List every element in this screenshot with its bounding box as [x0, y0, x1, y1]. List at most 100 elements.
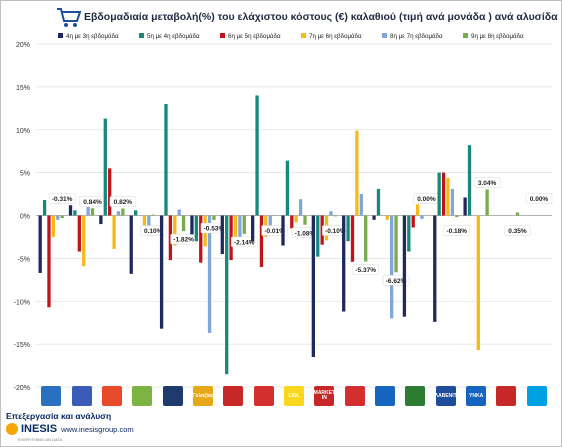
- bar: [294, 215, 298, 223]
- data-label-box: [504, 225, 531, 236]
- store-logo: [41, 386, 62, 406]
- bar: [350, 215, 355, 262]
- bar: [86, 206, 90, 216]
- bar: [238, 215, 242, 246]
- bar: [268, 215, 272, 233]
- store-logo: [162, 386, 183, 406]
- bar: [515, 212, 520, 216]
- data-label: -0.31%: [52, 196, 73, 203]
- bar: [303, 215, 307, 225]
- data-label: -0.10%: [325, 228, 346, 235]
- bar: [437, 172, 441, 216]
- data-label: -6.62%: [386, 278, 407, 285]
- bar: [190, 215, 194, 235]
- bar: [463, 197, 467, 216]
- legend-label: 8η με 7η εβδομάδα: [390, 33, 443, 40]
- bar: [446, 177, 450, 216]
- store-logo: LIDL: [284, 386, 304, 406]
- bar: [407, 215, 411, 252]
- data-label: 0.35%: [508, 228, 527, 235]
- legend-swatch: [382, 33, 387, 38]
- data-label: -2.14%: [234, 239, 255, 246]
- bar: [402, 215, 407, 317]
- brand-name: INESIS: [21, 423, 58, 435]
- footer-brand: INESIS www.inesisgroup.com: [6, 423, 134, 435]
- data-label-box: [473, 177, 501, 188]
- bar: [99, 215, 103, 225]
- store-logo: [375, 386, 396, 406]
- bar: [342, 215, 346, 312]
- bar: [450, 188, 455, 216]
- inesis-logo-icon: [6, 423, 18, 435]
- store-logo-label: ΣΚΛΑΒΕΝΙΤΗΣ: [428, 392, 464, 399]
- bar: [121, 208, 125, 216]
- store-logo-label: MARKET IN: [313, 390, 336, 401]
- y-tick-label: 0%: [20, 214, 30, 221]
- bar: [159, 215, 164, 329]
- store-logo: [71, 386, 92, 406]
- legend-swatch: [301, 33, 306, 38]
- bar: [311, 215, 316, 357]
- store-logo: [132, 386, 153, 406]
- data-label: 0.00%: [530, 196, 549, 203]
- legend-swatch: [220, 33, 225, 38]
- data-label: -0.18%: [446, 228, 467, 235]
- bar: [272, 215, 277, 216]
- data-label: 0.82%: [114, 199, 133, 206]
- brand-url[interactable]: www.inesisgroup.com: [61, 424, 134, 434]
- bar: [242, 215, 246, 234]
- bar: [281, 215, 285, 246]
- y-tick-label: 20%: [16, 42, 30, 49]
- bar: [129, 215, 133, 274]
- data-label: -1.08%: [295, 230, 316, 237]
- bar: [116, 211, 121, 216]
- store-logo: ΣΚΛΑΒΕΝΙΤΗΣ: [428, 386, 463, 406]
- data-label-box: [109, 196, 137, 207]
- data-label: -1.82%: [173, 237, 194, 244]
- bar: [225, 215, 229, 375]
- legend-swatch: [139, 33, 144, 38]
- data-label: 0.84%: [83, 199, 102, 206]
- bar: [390, 215, 394, 319]
- bar: [181, 215, 186, 232]
- bar: [42, 200, 47, 216]
- data-label-box: [443, 225, 470, 236]
- store-logos-row: Γαλαξίας LIDL MARKET IN ΣΚΛΑΒΕΝΙΤΗΣ ΥΝΚΑ: [0, 386, 562, 408]
- store-logo-label: LIDL: [288, 392, 300, 399]
- bar: [38, 215, 42, 273]
- data-label: -5.37%: [355, 267, 376, 274]
- chart-title: Εβδομαδιαία μεταβολή(%) του ελάχιστου κό…: [84, 11, 558, 23]
- bar: [355, 130, 359, 216]
- legend-label: 7η με 6η εβδομάδα: [309, 33, 362, 40]
- bar: [359, 194, 363, 216]
- bar: [333, 215, 338, 217]
- bar: [229, 215, 233, 261]
- store-logo: [344, 386, 365, 406]
- data-label: 0.00%: [417, 196, 436, 203]
- bar: [73, 210, 77, 216]
- bar: [233, 215, 238, 244]
- store-logo-label: ΥΝΚΑ: [469, 392, 484, 399]
- bar: [316, 215, 320, 257]
- processing-label: Επεξεργασία και ανάλυση: [6, 411, 112, 421]
- data-label-box: [382, 275, 410, 286]
- data-label-box: [261, 225, 288, 236]
- data-label-box: [231, 236, 258, 248]
- bar: [47, 215, 51, 308]
- bar: [255, 95, 259, 216]
- bar: [147, 215, 151, 235]
- store-logo-label: Γαλαξίας: [192, 392, 214, 399]
- bar: [420, 215, 424, 219]
- bar: [329, 211, 333, 216]
- store-logo: ΥΝΚΑ: [466, 386, 487, 406]
- bar: [207, 215, 212, 333]
- data-label-box: [352, 264, 379, 275]
- store-logo: [405, 386, 426, 406]
- bar: [133, 210, 138, 216]
- legend-label: 4η με 3η εβδομάδα: [66, 33, 119, 40]
- bar: [376, 188, 381, 216]
- bar: [60, 215, 64, 219]
- bar-chart: 20% 15% 10% 5% 0% -5% -10% -15% -20% 4η με 3η εβδ…: [14, 33, 553, 390]
- store-logo: [253, 386, 274, 406]
